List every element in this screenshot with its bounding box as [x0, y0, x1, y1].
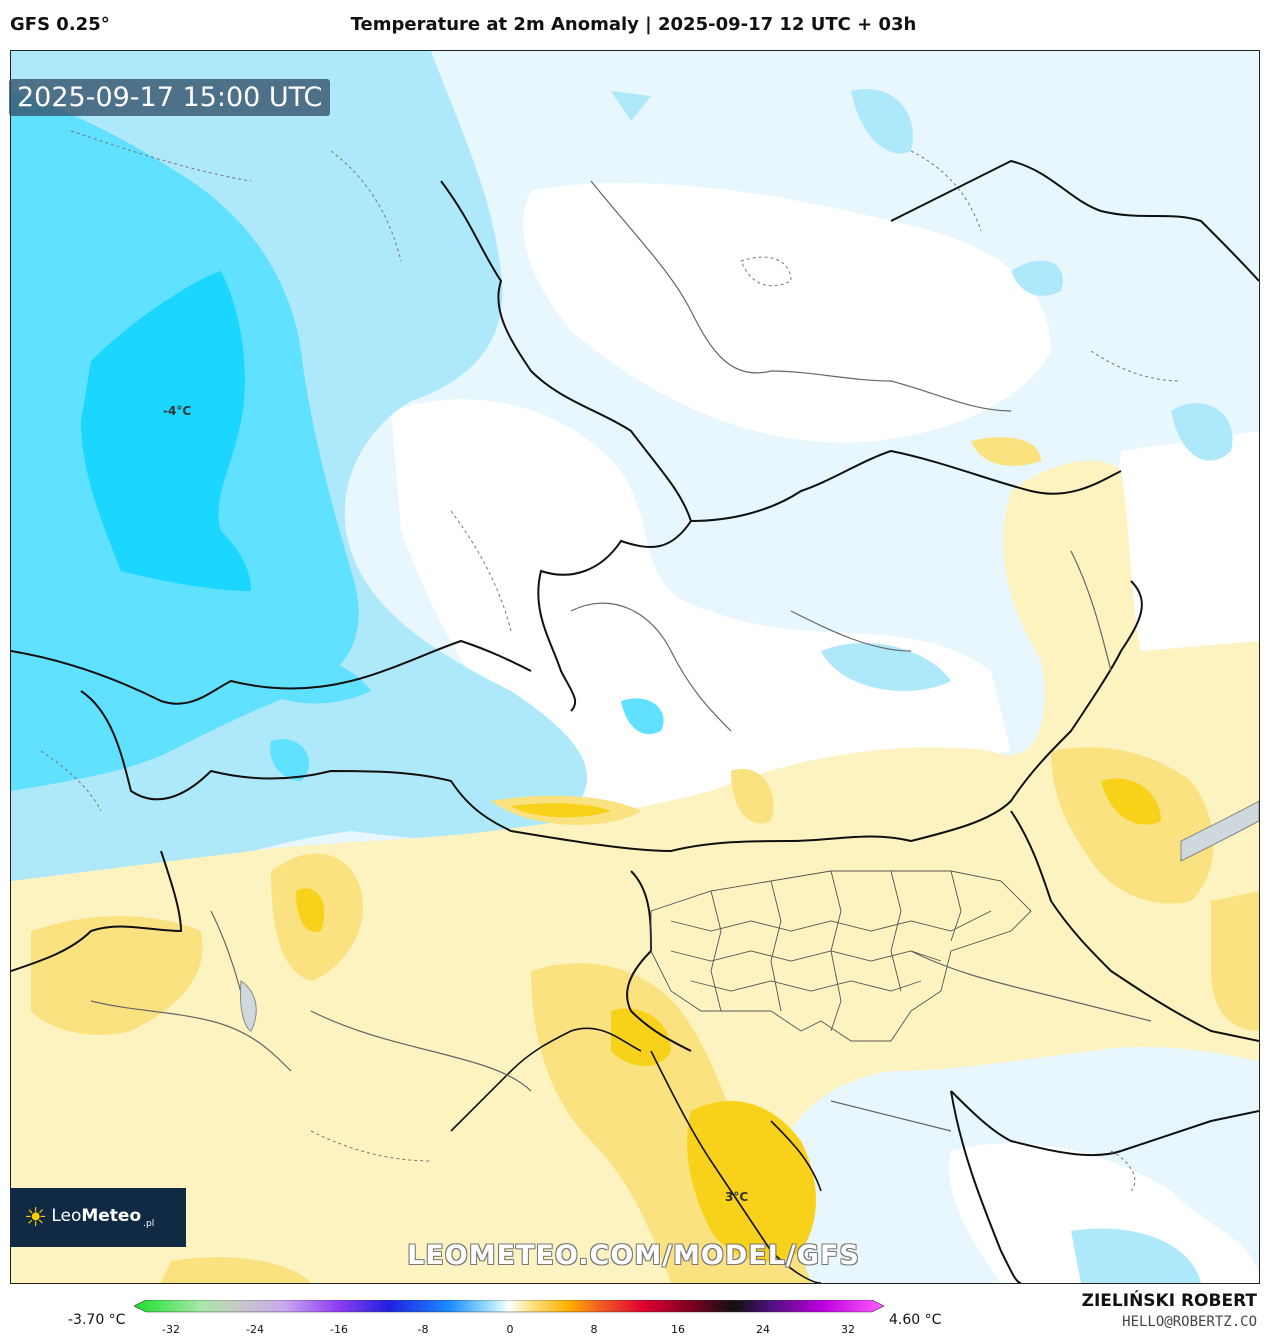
- legend-tick: 16: [671, 1323, 685, 1336]
- warm-mid-region-spot: [731, 769, 774, 824]
- warm-strong-region-east: [1101, 778, 1161, 825]
- author-email[interactable]: HELLO@ROBERTZ.CO: [1122, 1314, 1257, 1330]
- leometeo-logo[interactable]: ☀ LeoMeteo .pl: [10, 1188, 186, 1247]
- cold-mid-patch-d: [621, 698, 664, 735]
- warm-mid-region-ne: [971, 437, 1041, 466]
- map-canvas: -4°C 3°C: [11, 51, 1259, 1283]
- cold-light-patch-c: [1171, 403, 1233, 461]
- anomaly-map[interactable]: -4°C 3°C: [10, 50, 1260, 1284]
- cold-light-patch-f: [1071, 1228, 1201, 1283]
- warm-pale-region: [11, 460, 1259, 1283]
- cold-light-patch-a: [611, 91, 651, 121]
- legend-tick: -16: [330, 1323, 348, 1336]
- legend-tick: 8: [590, 1323, 598, 1336]
- legend-tick: -24: [246, 1323, 264, 1336]
- warm-mid-region-se: [1211, 891, 1259, 1031]
- warm-strong-region-istria: [611, 1008, 671, 1066]
- author-credit: ZIELIŃSKI ROBERT: [1081, 1291, 1257, 1311]
- cold-min-label: -4°C: [163, 404, 191, 418]
- warm-strong-region-center: [296, 888, 325, 932]
- cold-light-patch-d: [1011, 260, 1063, 296]
- lake-balaton-like: [1180, 800, 1259, 862]
- legend-tick: 32: [841, 1323, 855, 1336]
- legend-tick: -32: [162, 1323, 180, 1336]
- valid-time-badge: 2025-09-17 15:00 UTC: [9, 79, 331, 116]
- warm-mid-region-east: [1051, 747, 1214, 904]
- color-bar: [134, 1300, 884, 1313]
- cold-light-patch-e: [821, 642, 951, 691]
- model-url-watermark[interactable]: LEOMETEO.COM/MODEL/GFS: [407, 1240, 860, 1271]
- neutral-region-se: [949, 1143, 1259, 1283]
- legend-min-value: -3.70 °C: [68, 1312, 126, 1328]
- legend-tick: -8: [417, 1323, 429, 1336]
- country-borders: [11, 159, 1259, 1283]
- warm-strong-region-dalmatia: [687, 1101, 816, 1262]
- legend-tick: 0: [506, 1323, 514, 1336]
- warm-mid-region-sw: [31, 916, 203, 1035]
- coastline: [450, 1027, 822, 1283]
- cold-deep-region: [81, 271, 251, 591]
- legend-tick: 24: [756, 1323, 770, 1336]
- warm-max-label: 3°C: [725, 1190, 748, 1204]
- warm-mid-region-bottom: [161, 1257, 311, 1283]
- legend-max-value: 4.60 °C: [889, 1312, 942, 1328]
- cold-light-patch-b: [851, 89, 913, 154]
- municipality-mesh: [650, 870, 1032, 1042]
- warm-strong-region-north: [511, 803, 611, 818]
- cold-mid-patch-b: [231, 652, 371, 704]
- neutral-region-center: [391, 399, 1011, 808]
- model-name: GFS 0.25°: [10, 14, 110, 35]
- neutral-region-ne: [523, 182, 1051, 443]
- sun-icon: ☀: [24, 1202, 48, 1233]
- province-borders: [40, 130, 1182, 1192]
- neutral-region-east: [1115, 431, 1259, 691]
- region-borders: [90, 180, 1152, 1132]
- cold-mid-patch-c: [270, 739, 310, 781]
- chart-title: Temperature at 2m Anomaly | 2025-09-17 1…: [350, 14, 917, 35]
- logo-brand: LeoMeteo .pl: [51, 1206, 155, 1229]
- lake-garda-like: [240, 980, 257, 1032]
